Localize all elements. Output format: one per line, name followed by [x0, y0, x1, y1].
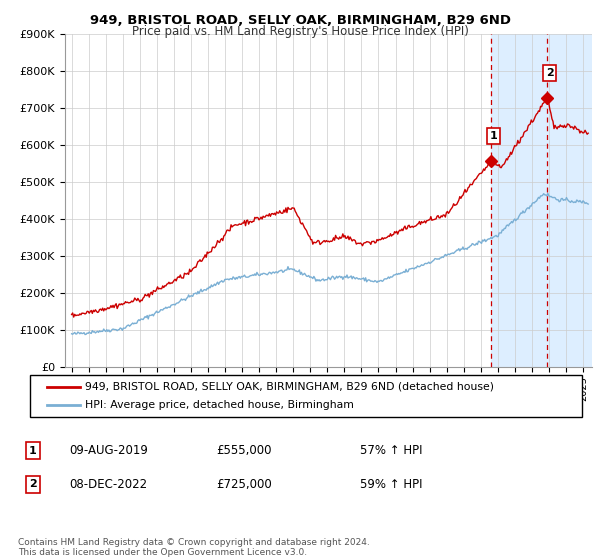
Text: 2: 2: [546, 68, 554, 78]
Text: Price paid vs. HM Land Registry's House Price Index (HPI): Price paid vs. HM Land Registry's House …: [131, 25, 469, 38]
Text: 57% ↑ HPI: 57% ↑ HPI: [360, 444, 422, 458]
Text: 949, BRISTOL ROAD, SELLY OAK, BIRMINGHAM, B29 6ND (detached house): 949, BRISTOL ROAD, SELLY OAK, BIRMINGHAM…: [85, 382, 494, 392]
Text: £555,000: £555,000: [216, 444, 271, 458]
Bar: [491, 34, 592, 367]
Text: Contains HM Land Registry data © Crown copyright and database right 2024.
This d: Contains HM Land Registry data © Crown c…: [18, 538, 370, 557]
FancyBboxPatch shape: [30, 375, 582, 417]
Text: 08-DEC-2022: 08-DEC-2022: [69, 478, 147, 491]
Text: 59% ↑ HPI: 59% ↑ HPI: [360, 478, 422, 491]
Text: 09-AUG-2019: 09-AUG-2019: [69, 444, 148, 458]
Text: 949, BRISTOL ROAD, SELLY OAK, BIRMINGHAM, B29 6ND: 949, BRISTOL ROAD, SELLY OAK, BIRMINGHAM…: [89, 14, 511, 27]
Text: HPI: Average price, detached house, Birmingham: HPI: Average price, detached house, Birm…: [85, 400, 354, 410]
Text: 1: 1: [490, 131, 497, 141]
Text: 1: 1: [29, 446, 37, 456]
Text: £725,000: £725,000: [216, 478, 272, 491]
Text: 2: 2: [29, 479, 37, 489]
